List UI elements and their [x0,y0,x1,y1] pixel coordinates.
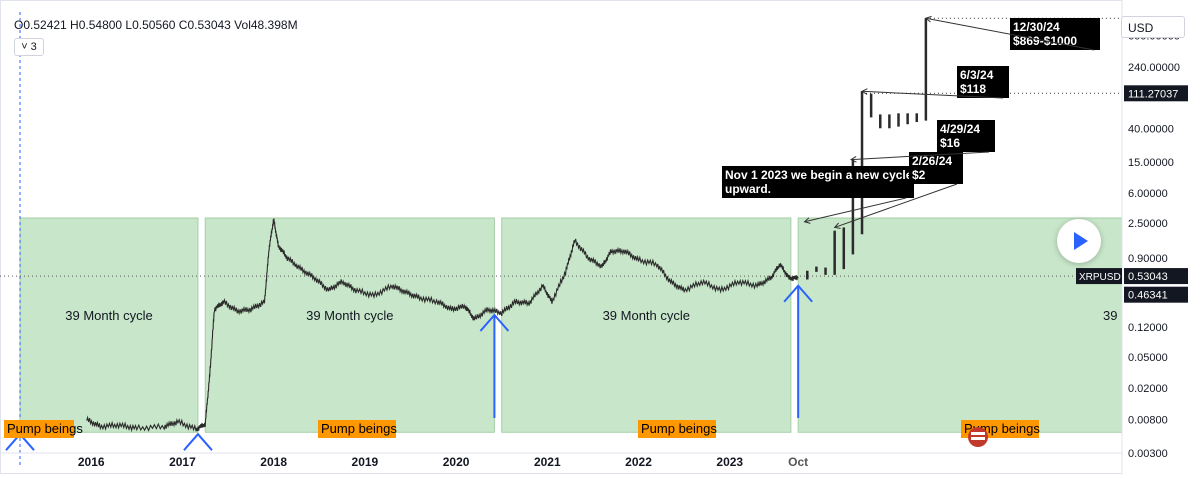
indicator-collapse-button[interactable]: ˅ 3 [14,38,44,56]
pump-label: Pump beings [4,420,83,438]
symbol-tag-bg [1076,268,1122,285]
play-button[interactable] [1057,219,1101,263]
annotation-text: 12/30/24 [1013,20,1060,34]
annotation-arrow-head [803,217,811,224]
annotation-bg [909,152,963,184]
pump-label-text: Pump beings [641,421,717,436]
y-tick-label: 0.12000 [1128,322,1168,334]
annotation-arrow-head [924,15,932,23]
y-tick-label: 40.00000 [1128,123,1174,135]
y-tick-label: 6.00000 [1128,188,1168,200]
y-tick-label: 2.50000 [1128,218,1168,230]
cycle-label: 39 Month cycle [65,308,152,323]
symbol-tag: XRPUSD [1076,268,1122,285]
symbol-tag-text: XRPUSD [1079,272,1121,283]
y-tick-label: 0.02000 [1128,383,1168,395]
x-tick-label: 2020 [443,455,470,469]
price-label-bg [1124,286,1188,303]
pump-label-text: Pump beings [7,421,83,436]
y-tick-label: 15.00000 [1128,157,1174,169]
annotation: 6/3/24$118 [860,66,1009,99]
play-icon [1074,232,1088,250]
price-label-text: 0.46341 [1128,290,1168,302]
annotation-arrow-head [833,222,841,229]
annotation-text: $16 [940,136,960,150]
pump-label-bg [4,420,74,438]
y-tick-label: 0.90000 [1128,253,1168,265]
x-tick-label: 2022 [625,455,652,469]
annotation-text: 2/26/24 [912,154,952,168]
pump-arrow-head [183,432,213,451]
annotation-text: $2 [912,168,926,182]
currency-selector[interactable]: USD [1121,16,1185,38]
annotation-bg [1010,18,1100,50]
pump-arrow-head [479,313,510,332]
annotation: 12/30/24$869-$1000 [924,15,1100,51]
cycle-band [19,217,199,433]
annotation-bg [937,120,995,152]
annotation-arrow-head [850,156,857,163]
x-tick-label: 2016 [78,455,105,469]
y-tick-label: 0.00300 [1128,448,1168,460]
price-label-text: 0.53043 [1128,271,1168,283]
price-label: 111.27037 [1124,85,1188,102]
x-tick-label: 2023 [716,455,743,469]
pump-arrow-head [783,284,813,303]
annotation-arrow [851,151,990,161]
ohlc-readout: O0.52421 H0.54800 L0.50560 C0.53043 Vol4… [14,18,298,32]
pump-label: Pump beings [638,420,717,438]
annotation-arrow [862,90,1004,99]
x-tick-label: 2017 [169,455,196,469]
annotation-arrow [925,17,1095,51]
price-label: 0.53043 [1124,268,1188,285]
x-tick-label: 2018 [260,455,287,469]
annotation-bg [957,66,1009,98]
annotation: 2/26/24$2 [833,152,963,229]
x-tick-label: 2021 [534,455,561,469]
annotation: 4/29/24$16 [850,120,995,163]
price-axis-bg [1122,0,1200,474]
annotation-text: upward. [725,182,771,196]
price-label-bg [1124,268,1188,285]
y-tick-label: 0.00800 [1128,414,1168,426]
annotation-bg [722,166,914,198]
annotation-text: $118 [960,82,986,96]
annotation-text: 4/29/24 [940,122,980,136]
annotation-text: Nov 1 2023 we begin a new cycle [725,168,913,182]
pump-label: Pump beings [318,420,397,438]
cycle-label: 39 Month cycle [306,308,393,323]
cycle-label: 39 Month cycle [603,308,690,323]
annotation-arrow [804,197,907,223]
pump-label-bg [638,420,716,438]
x-tick-label: 2019 [352,455,379,469]
price-label-bg [1124,85,1188,102]
y-tick-label: 240.00000 [1128,62,1180,74]
annotation-text: 6/3/24 [960,68,994,82]
price-label-text: 111.27037 [1128,88,1178,100]
cycle-band [501,217,792,433]
pump-label-text: Pump beings [321,421,397,436]
annotation-arrow-head [860,88,868,95]
y-tick-label: 0.05000 [1128,352,1168,364]
cycle-band [204,217,495,433]
annotation-arrow [834,183,958,228]
price-series-line [86,218,799,433]
us-flag-icon [968,427,988,447]
x-tick-label: Oct [788,455,808,469]
price-label: 0.46341 [1124,286,1188,303]
pump-label-bg [318,420,396,438]
